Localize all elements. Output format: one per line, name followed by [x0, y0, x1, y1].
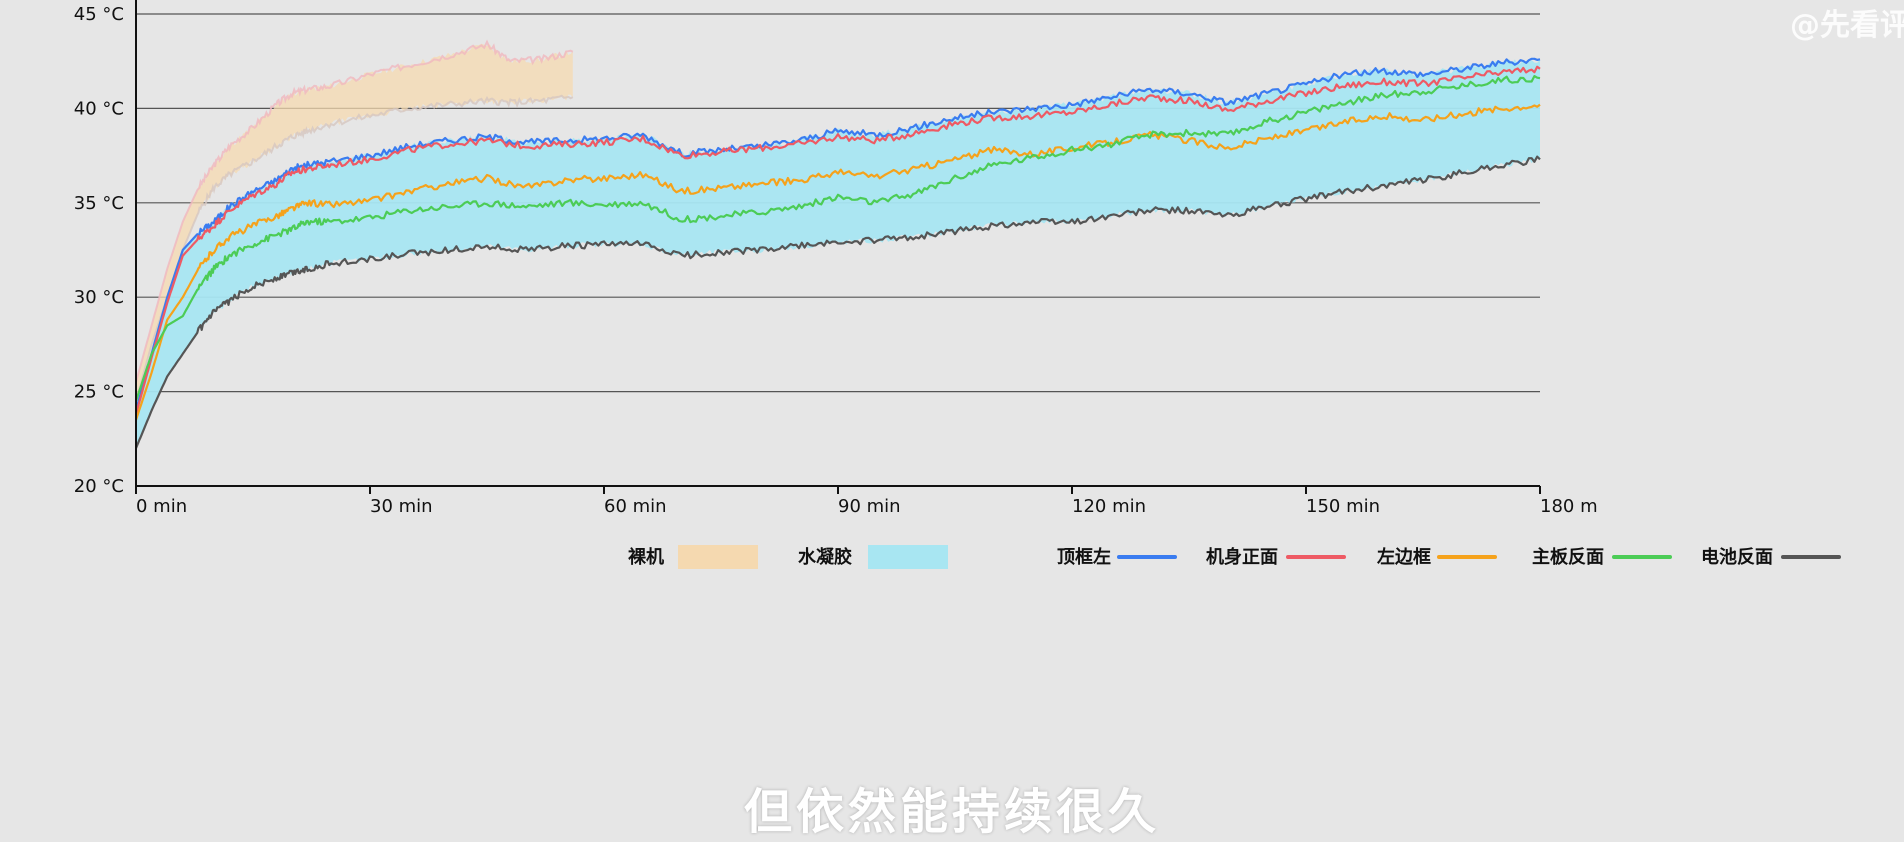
y-tick-label: 45 °C [74, 4, 124, 25]
band-upper-trace [135, 39, 574, 383]
series-line [134, 155, 1541, 449]
series-line [134, 65, 1541, 415]
y-tick-labels: 20 °C 25 °C 30 °C 35 °C 40 °C 45 °C [74, 4, 124, 497]
legend-series-label: 电池反面 [1701, 546, 1773, 568]
watermark: @先看评 [1790, 8, 1904, 43]
band-area [136, 59, 1540, 449]
series-line [134, 103, 1541, 421]
legend-series-label: 左边框 [1377, 546, 1431, 568]
legend-band-swatch [678, 545, 758, 569]
y-tick-label: 25 °C [74, 382, 124, 403]
y-tick-label: 20 °C [74, 476, 124, 497]
series-line [134, 57, 1541, 411]
legend-series-label: 机身正面 [1206, 546, 1278, 568]
y-tick-label: 40 °C [74, 98, 124, 119]
x-tick-label: 30 min [370, 496, 433, 517]
legend-series-label: 主板反面 [1532, 546, 1604, 568]
x-tick-label: 0 min [136, 496, 187, 517]
legend-band-swatch [868, 545, 948, 569]
y-tick-label: 30 °C [74, 287, 124, 308]
legend: 裸机 水凝胶 顶框左 机身正面 左边框 主板反面 电池反面 [628, 545, 1841, 569]
legend-series-label: 顶框左 [1057, 546, 1111, 568]
video-subtitle: 但依然能持续很久 [743, 784, 1160, 840]
bands-layer [135, 39, 1540, 449]
legend-band-label: 水凝胶 [798, 546, 852, 568]
x-tick-label: 120 min [1072, 496, 1146, 517]
x-tick-label: 60 min [604, 496, 667, 517]
x-tick-label: 90 min [838, 496, 901, 517]
series-line [134, 75, 1541, 402]
x-tick-label: 180 m [1540, 496, 1598, 517]
x-tick-label: 150 min [1306, 496, 1380, 517]
legend-band-label: 裸机 [628, 546, 664, 568]
y-tick-label: 35 °C [74, 193, 124, 214]
x-tick-labels: 0 min 30 min 60 min 90 min 120 min 150 min 180… [135, 486, 1598, 517]
series-lines-layer [134, 57, 1541, 449]
